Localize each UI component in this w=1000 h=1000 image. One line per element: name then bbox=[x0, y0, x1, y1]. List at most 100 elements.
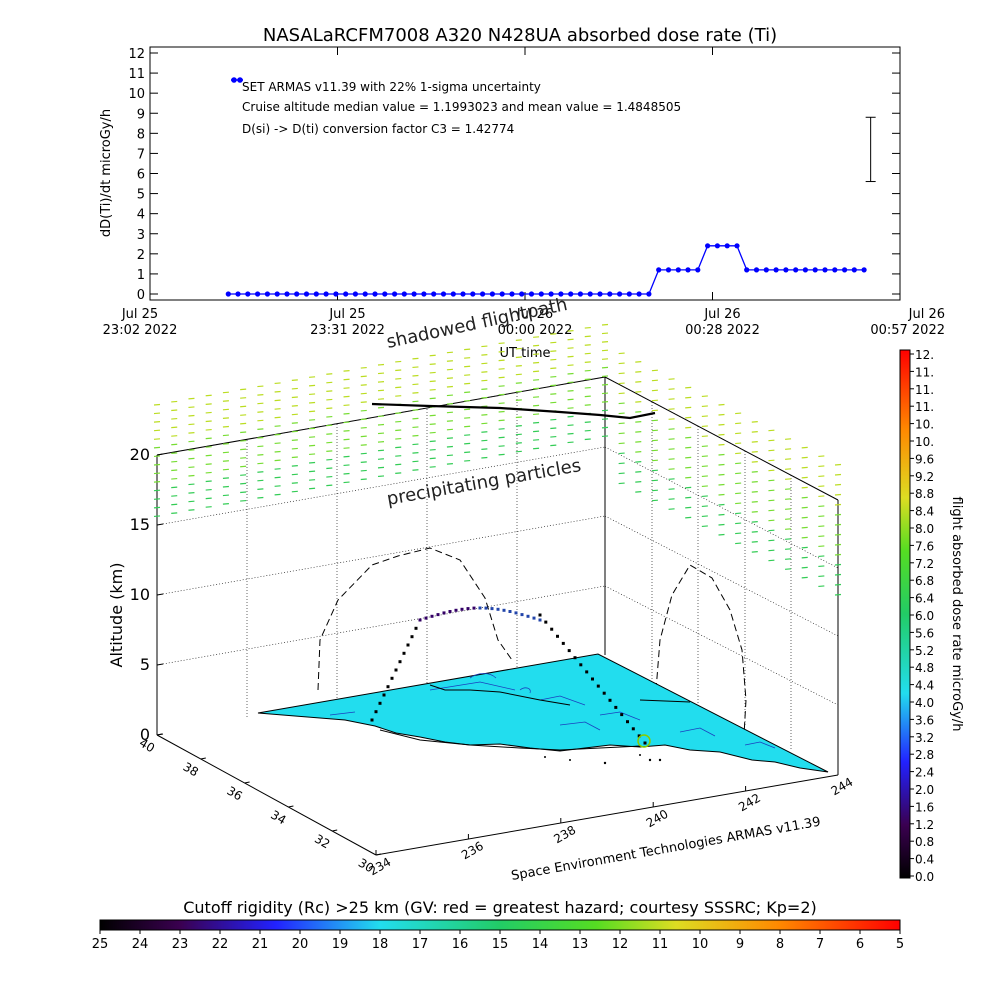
precip-dash bbox=[446, 411, 453, 414]
precip-dash bbox=[768, 429, 775, 432]
data-point bbox=[489, 291, 495, 297]
dose-tick-label: 7.6 bbox=[915, 539, 934, 553]
y-tick-label: 7 bbox=[137, 147, 145, 162]
precip-dash bbox=[718, 523, 725, 526]
precip-dash bbox=[515, 339, 522, 341]
shadow-projection-right bbox=[655, 564, 747, 736]
precip-dash bbox=[240, 465, 247, 468]
data-point bbox=[558, 291, 564, 297]
precip-dash bbox=[205, 454, 212, 457]
precip-dash bbox=[222, 460, 229, 462]
data-point bbox=[626, 291, 632, 297]
data-point bbox=[705, 243, 711, 249]
rigidity-tick-label: 24 bbox=[132, 937, 149, 952]
credit-text: Space Environment Technologies ARMAS v11… bbox=[510, 815, 822, 884]
z-tick-label: 15 bbox=[130, 515, 150, 534]
precip-dash bbox=[701, 465, 708, 468]
annotation-median: Cruise altitude median value = 1.1993023… bbox=[242, 100, 681, 114]
precip-dash bbox=[257, 402, 264, 405]
y-axis-label: dD(Ti)/dt microGy/h bbox=[99, 109, 114, 237]
rigidity-tick-label: 12 bbox=[612, 937, 629, 952]
precip-dash bbox=[785, 458, 792, 460]
precip-dash bbox=[205, 403, 212, 405]
precip-dash bbox=[735, 432, 742, 435]
precip-dash bbox=[291, 456, 298, 459]
precip-dash bbox=[567, 424, 574, 427]
precip-dash bbox=[171, 477, 178, 480]
precip-dash bbox=[685, 406, 692, 409]
precip-dash bbox=[635, 391, 642, 393]
precip-dash bbox=[188, 474, 195, 477]
precip-dash bbox=[701, 455, 708, 458]
precip-dash bbox=[498, 402, 505, 405]
precip-dash bbox=[834, 513, 842, 516]
precip-dash bbox=[550, 418, 557, 421]
rigidity-tick-label: 11 bbox=[652, 937, 669, 952]
precip-dash bbox=[701, 495, 708, 498]
precip-dash bbox=[584, 395, 591, 398]
precip-dash bbox=[412, 409, 419, 411]
dose-tick-label: 2.0 bbox=[915, 783, 934, 797]
precip-dash bbox=[834, 573, 842, 576]
y-tick-label: 12 bbox=[128, 47, 145, 62]
precip-dash bbox=[343, 481, 350, 484]
rigidity-tick-label: 23 bbox=[172, 937, 189, 952]
precip-dash bbox=[584, 438, 591, 441]
precip-dash bbox=[635, 361, 642, 363]
data-point bbox=[440, 291, 447, 297]
precip-dash bbox=[635, 461, 642, 463]
precip-dash bbox=[291, 430, 298, 433]
precip-dash bbox=[153, 438, 161, 440]
data-point bbox=[617, 291, 623, 297]
data-point bbox=[362, 291, 368, 297]
precip-dash bbox=[550, 358, 557, 361]
precip-dash bbox=[635, 421, 642, 423]
precip-dash bbox=[326, 373, 333, 375]
precip-dash bbox=[550, 384, 557, 387]
rigidity-tick-label: 17 bbox=[412, 937, 429, 952]
rigidity-tick-label: 18 bbox=[372, 937, 389, 952]
precip-dash bbox=[801, 446, 808, 449]
precip-dash bbox=[515, 382, 522, 384]
precip-dash bbox=[153, 429, 161, 432]
precip-dash bbox=[618, 402, 625, 405]
precip-dash bbox=[751, 421, 758, 423]
precip-dash bbox=[377, 372, 385, 375]
precip-dash bbox=[429, 440, 436, 443]
precip-dash bbox=[309, 393, 316, 396]
precip-dash bbox=[377, 363, 385, 366]
precip-dash bbox=[701, 425, 708, 428]
precip-dash bbox=[464, 434, 471, 436]
precip-dash bbox=[377, 466, 385, 469]
data-point bbox=[352, 291, 358, 297]
trajectory-point bbox=[414, 626, 418, 630]
precip-dash bbox=[785, 528, 792, 530]
precip-dash bbox=[735, 422, 742, 425]
precip-dash bbox=[412, 443, 419, 446]
precip-dash bbox=[205, 463, 212, 465]
precip-dash bbox=[446, 377, 453, 380]
precip-dash bbox=[651, 389, 658, 392]
precip-dash bbox=[360, 375, 367, 378]
trajectory-point bbox=[520, 613, 524, 617]
precip-dash bbox=[718, 433, 725, 436]
data-point bbox=[264, 291, 270, 297]
precip-dash bbox=[668, 448, 675, 450]
precip-dash bbox=[326, 433, 333, 435]
trajectory-point bbox=[466, 607, 470, 611]
data-point bbox=[528, 291, 535, 297]
precip-dash bbox=[618, 362, 625, 365]
rigidity-tick-label: 19 bbox=[332, 937, 349, 952]
precip-dash bbox=[533, 379, 540, 381]
precip-dash bbox=[618, 462, 625, 465]
data-point bbox=[714, 243, 721, 249]
precip-dash bbox=[601, 366, 609, 369]
precip-dash bbox=[834, 483, 842, 486]
precip-dash bbox=[240, 457, 247, 459]
precip-dash bbox=[735, 492, 742, 495]
precip-dash bbox=[360, 478, 367, 481]
precip-dash bbox=[601, 392, 609, 395]
precip-dash bbox=[735, 522, 742, 525]
data-point bbox=[695, 267, 701, 273]
precip-dash bbox=[360, 392, 367, 395]
